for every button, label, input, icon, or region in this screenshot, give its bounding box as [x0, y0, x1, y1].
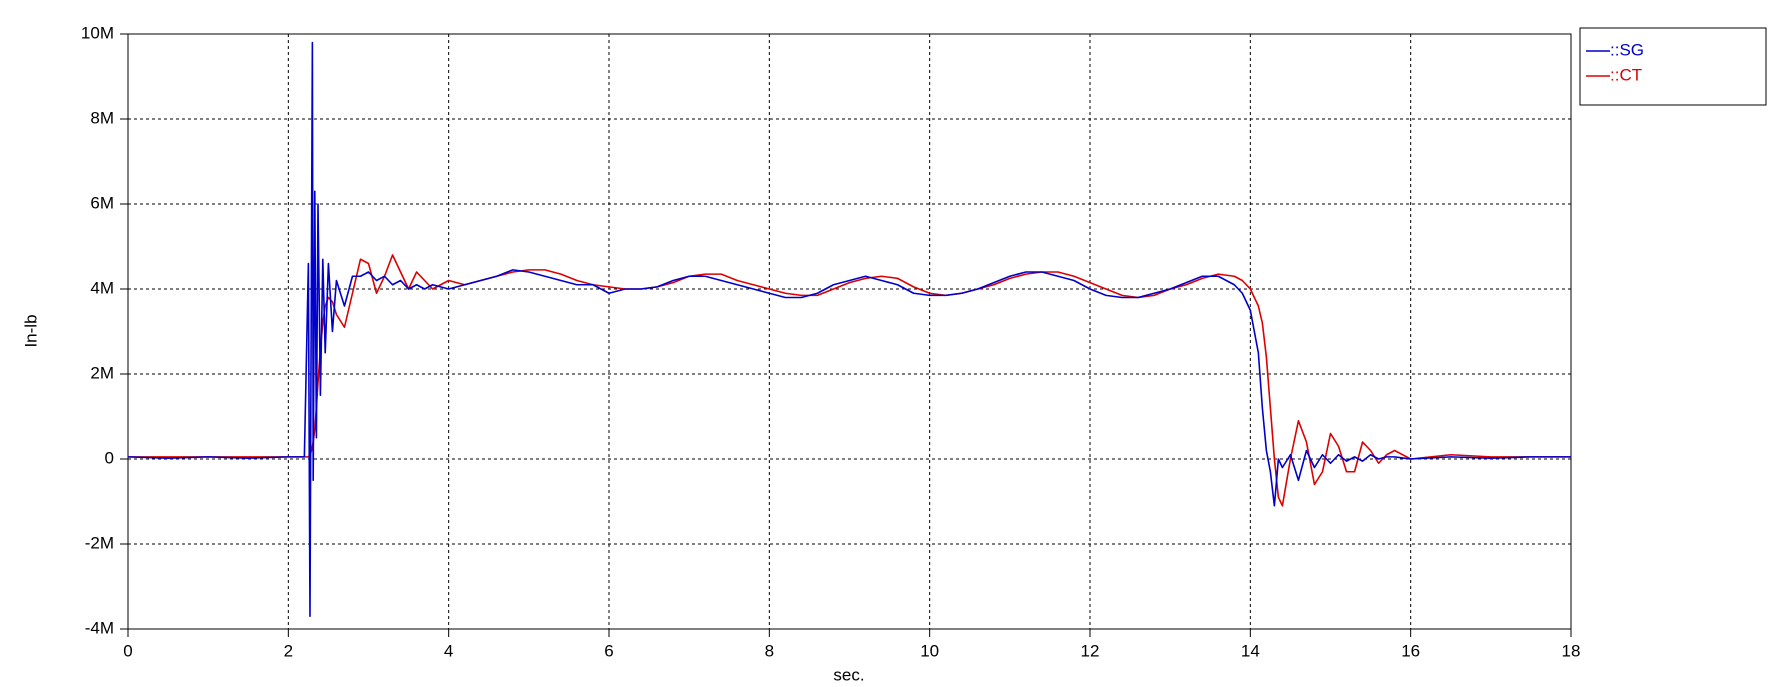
series-line	[128, 254, 1571, 507]
y-tick-label: -2M	[85, 533, 114, 552]
legend-label: ::CT	[1610, 65, 1642, 84]
legend-label: ::SG	[1610, 40, 1644, 59]
series-line	[127, 41, 1571, 618]
y-tick-label: 0	[105, 448, 114, 467]
x-tick-label: 6	[604, 641, 613, 660]
x-tick-label: 10	[920, 641, 939, 660]
x-tick-label: 16	[1401, 641, 1420, 660]
plot-frame	[127, 33, 1572, 630]
x-tick-label: 18	[1562, 641, 1581, 660]
y-tick-label: -4M	[85, 618, 114, 637]
x-tick-label: 14	[1241, 641, 1260, 660]
x-tick-label: 4	[444, 641, 453, 660]
legend-box	[1579, 27, 1767, 106]
y-tick-label: 4M	[90, 278, 114, 297]
y-tick-label: 6M	[90, 193, 114, 212]
x-tick-label: 12	[1081, 641, 1100, 660]
y-tick-label: 10M	[81, 23, 114, 42]
x-tick-label: 0	[123, 641, 132, 660]
y-axis-label: In-lb	[21, 314, 40, 347]
y-tick-label: 2M	[90, 363, 114, 382]
x-tick-label: 2	[284, 641, 293, 660]
x-axis-label: sec.	[833, 665, 864, 684]
x-tick-label: 8	[765, 641, 774, 660]
y-tick-label: 8M	[90, 108, 114, 127]
